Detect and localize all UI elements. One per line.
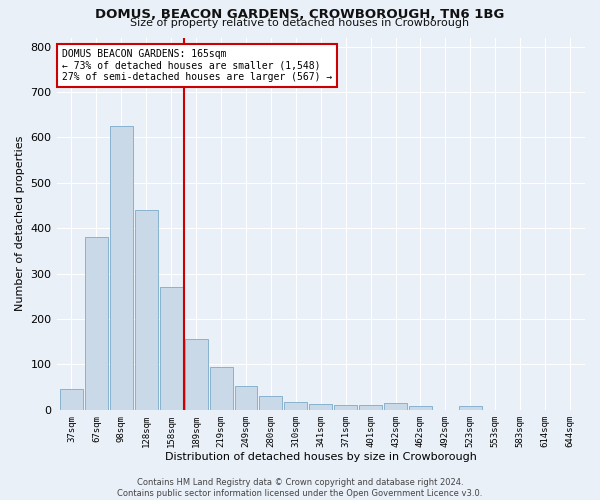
Bar (209, 366, 233, 410)
Bar (459, 406, 482, 410)
X-axis label: Distribution of detached houses by size in Crowborough: Distribution of detached houses by size … (165, 452, 477, 462)
Text: Size of property relative to detached houses in Crowborough: Size of property relative to detached ho… (130, 18, 470, 28)
Bar (384, 404, 407, 410)
Bar (409, 406, 432, 410)
Bar (185, 340, 208, 410)
Bar (310, 404, 332, 410)
Bar (60, 390, 83, 410)
Bar (359, 405, 382, 410)
Text: Contains HM Land Registry data © Crown copyright and database right 2024.
Contai: Contains HM Land Registry data © Crown c… (118, 478, 482, 498)
Bar (259, 396, 283, 410)
Bar (284, 402, 307, 410)
Bar (110, 126, 133, 410)
Bar (160, 287, 182, 410)
Y-axis label: Number of detached properties: Number of detached properties (15, 136, 25, 312)
Text: DOMUS, BEACON GARDENS, CROWBOROUGH, TN6 1BG: DOMUS, BEACON GARDENS, CROWBOROUGH, TN6 … (95, 8, 505, 20)
Text: DOMUS BEACON GARDENS: 165sqm
← 73% of detached houses are smaller (1,548)
27% of: DOMUS BEACON GARDENS: 165sqm ← 73% of de… (62, 48, 332, 82)
Bar (85, 238, 108, 410)
Bar (334, 405, 357, 410)
Bar (235, 386, 257, 410)
Bar (135, 210, 158, 410)
